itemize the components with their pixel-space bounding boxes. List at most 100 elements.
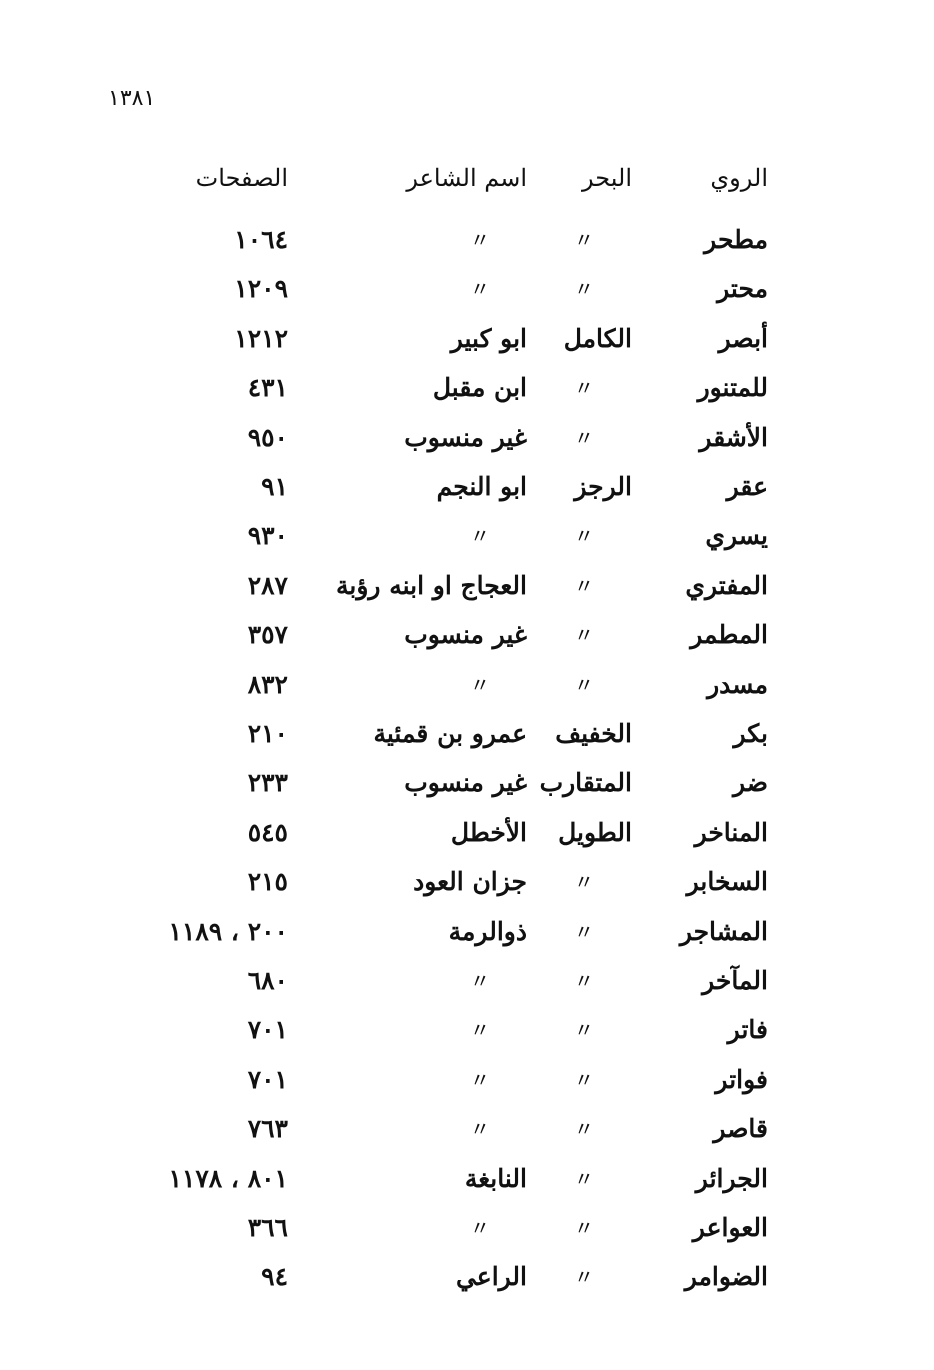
cell-bahr: 〃: [574, 277, 594, 302]
cell-pages: ٦٨٠: [247, 966, 288, 995]
cell-pages: ٨٠١ ، ١١٧٨: [168, 1163, 289, 1193]
cell-bahr: الرجز: [574, 472, 632, 501]
cell-bahr: 〃: [574, 870, 594, 895]
cell-rawi: بكر: [733, 719, 768, 748]
cell-pages: ٢٣٣: [247, 768, 288, 798]
cell-pages: ٢٨٧: [247, 570, 288, 600]
table-row: فواتر 〃 〃 ٧٠١: [0, 1060, 934, 1100]
table-row: قاصر 〃 〃 ٧٦٣: [0, 1109, 934, 1149]
table-row: للمتنور 〃 ابن مقبل ٤٣١: [0, 368, 934, 408]
cell-pages: ٣٥٧: [247, 620, 288, 650]
cell-poet: ابو كبير: [450, 323, 527, 353]
cell-poet: غير منسوب: [404, 768, 527, 798]
cell-pages: ٩٥٠: [247, 422, 288, 452]
cell-bahr: 〃: [574, 524, 594, 549]
cell-poet: 〃: [470, 277, 490, 302]
cell-rawi: عقر: [726, 472, 768, 501]
cell-poet: 〃: [470, 1117, 490, 1142]
table-row: المطمر 〃 غير منسوب ٣٥٧: [0, 615, 934, 655]
cell-poet: ابو النجم: [436, 472, 527, 501]
cell-pages: ٢٠٠ ، ١١٨٩: [168, 916, 289, 946]
cell-pages: ٤٣١: [247, 373, 288, 403]
table-row: فاتر 〃 〃 ٧٠١: [0, 1010, 934, 1050]
cell-bahr: الطويل: [558, 817, 632, 847]
cell-poet: 〃: [470, 969, 490, 993]
table-row: عقر الرجز ابو النجم ٩١: [0, 467, 934, 507]
table-row: يسري 〃 〃 ٩٣٠: [0, 516, 934, 556]
cell-poet: الراعي: [455, 1262, 527, 1292]
cell-bahr: 〃: [574, 672, 594, 697]
table-row: العواعر 〃 〃 ٣٦٦: [0, 1208, 934, 1248]
cell-rawi: الأشقر: [699, 422, 768, 452]
cell-rawi: للمتنور: [697, 373, 768, 403]
cell-poet: 〃: [470, 228, 490, 252]
cell-bahr: 〃: [574, 1216, 594, 1240]
cell-pages: ١٢١٢: [234, 323, 288, 353]
cell-rawi: فاتر: [727, 1015, 768, 1045]
cell-rawi: العواعر: [692, 1213, 768, 1242]
cell-poet: غير منسوب: [404, 620, 527, 650]
cell-poet: جزان العود: [413, 867, 527, 897]
page-number: ١٣٨١: [108, 86, 156, 111]
cell-rawi: مسدر: [707, 669, 768, 699]
cell-rawi: أبصر: [718, 323, 768, 353]
cell-rawi: مطحر: [704, 225, 768, 254]
cell-poet: ابن مقبل: [432, 373, 527, 403]
cell-bahr: 〃: [574, 1067, 594, 1092]
cell-poet: النابغة: [464, 1163, 527, 1193]
cell-rawi: قاصر: [713, 1114, 768, 1144]
cell-poet: 〃: [470, 672, 490, 697]
table-row: مطحر 〃 〃 ١٠٦٤: [0, 220, 934, 260]
cell-poet: الأخطل: [450, 817, 527, 847]
cell-pages: ١٢٠٩: [234, 274, 288, 304]
table-row: الضوامر 〃 الراعي ٩٤: [0, 1257, 934, 1297]
cell-pages: ٧٠١: [247, 1064, 288, 1094]
cell-bahr: المتقارب: [539, 768, 632, 798]
cell-poet: 〃: [470, 524, 490, 549]
cell-pages: ٥٤٥: [247, 817, 288, 847]
cell-poet: 〃: [470, 1067, 490, 1092]
cell-bahr: 〃: [574, 1117, 594, 1142]
cell-bahr: الخفيف: [555, 719, 632, 748]
cell-rawi: محتر: [717, 274, 768, 304]
table-row: السخابر 〃 جزان العود ٢١٥: [0, 862, 934, 902]
header-poet: اسم الشاعر: [406, 164, 527, 192]
cell-rawi: المطمر: [690, 620, 768, 650]
cell-poet: العجاج او ابنه رؤبة: [335, 570, 527, 600]
cell-rawi: المآخر: [702, 966, 768, 995]
table-row: ضر المتقارب غير منسوب ٢٣٣: [0, 763, 934, 803]
cell-pages: ٩٣٠: [247, 521, 288, 551]
cell-bahr: 〃: [574, 1265, 594, 1290]
cell-pages: ٨٣٢: [247, 669, 288, 699]
table-row: المآخر 〃 〃 ٦٨٠: [0, 961, 934, 1001]
cell-poet: 〃: [470, 1216, 490, 1240]
cell-bahr: 〃: [574, 1166, 594, 1191]
table-row: الجرائر 〃 النابغة ٨٠١ ، ١١٧٨: [0, 1159, 934, 1199]
cell-bahr: 〃: [574, 425, 594, 450]
cell-poet: ذوالرمة: [448, 916, 527, 946]
cell-rawi: المشاجر: [679, 916, 768, 946]
cell-poet: عمرو بن قمئية: [373, 719, 527, 748]
cell-pages: ٧٠١: [247, 1015, 288, 1045]
cell-pages: ٢١٠: [247, 719, 288, 748]
cell-bahr: 〃: [574, 376, 594, 401]
cell-bahr: الكامل: [563, 323, 632, 353]
table-row: المشاجر 〃 ذوالرمة ٢٠٠ ، ١١٨٩: [0, 912, 934, 952]
table-row: محتر 〃 〃 ١٢٠٩: [0, 269, 934, 309]
cell-pages: ١٠٦٤: [234, 225, 288, 254]
cell-bahr: 〃: [574, 1018, 594, 1043]
cell-rawi: يسري: [705, 521, 768, 551]
cell-rawi: فواتر: [715, 1064, 768, 1094]
cell-bahr: 〃: [574, 573, 594, 598]
cell-pages: ٩١: [261, 472, 288, 501]
table-row: المناخر الطويل الأخطل ٥٤٥: [0, 813, 934, 853]
cell-poet: غير منسوب: [404, 422, 527, 452]
table-row: بكر الخفيف عمرو بن قمئية ٢١٠: [0, 714, 934, 754]
cell-poet: 〃: [470, 1018, 490, 1043]
cell-bahr: 〃: [574, 969, 594, 993]
cell-rawi: الجرائر: [695, 1163, 768, 1193]
table-header: الروي البحر اسم الشاعر الصفحات: [0, 158, 934, 198]
cell-pages: ٢١٥: [247, 867, 288, 897]
cell-rawi: المفتري: [685, 570, 768, 600]
cell-pages: ٣٦٦: [247, 1213, 288, 1242]
